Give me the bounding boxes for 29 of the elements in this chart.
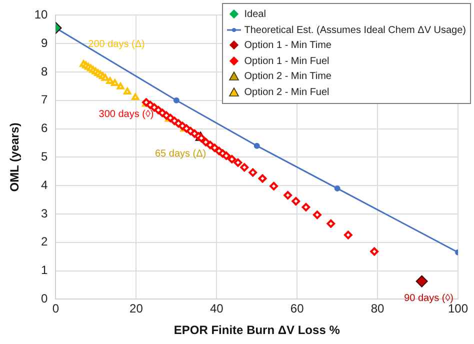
x-tick-label: 100 xyxy=(448,302,468,316)
y-tick-label: 2 xyxy=(41,234,48,249)
x-tick-label: 0 xyxy=(52,302,60,316)
legend-label: Option 2 - Min Fuel xyxy=(244,86,330,98)
legend-label: Option 2 - Min Time xyxy=(244,71,332,82)
y-tick-label: 8 xyxy=(41,64,48,78)
legend-label: Ideal xyxy=(244,9,266,20)
x-tick-label: 80 xyxy=(370,302,385,316)
annotation: 65 days (Δ) xyxy=(154,148,206,160)
x-tick-label: 60 xyxy=(290,302,304,316)
y-tick-label: 6 xyxy=(41,121,48,136)
x-axis-title: EPOR Finite Burn ΔV Loss % xyxy=(174,323,340,338)
y-tick-label: 4 xyxy=(41,178,48,192)
annotation: 200 days (Δ) xyxy=(88,39,145,50)
legend-label: Theoretical Est. (Assumes Ideal Chem ΔV Usage) xyxy=(244,24,466,36)
y-tick-label: 1 xyxy=(41,263,48,278)
x-tick-label: 40 xyxy=(210,302,224,316)
y-tick-label: 0 xyxy=(41,292,48,306)
y-tick-label: 10 xyxy=(34,8,48,22)
y-axis-title: OML (years) xyxy=(8,122,22,192)
y-tick-label: 5 xyxy=(41,150,48,164)
y-tick-label: 9 xyxy=(41,36,48,50)
legend-label: Option 1 - Min Fuel xyxy=(244,56,330,66)
legend-label: Option 1 - Min Time xyxy=(244,40,332,51)
y-tick-label: 7 xyxy=(41,92,48,107)
annotation: 90 days (◊) xyxy=(404,293,454,304)
y-tick-label: 3 xyxy=(41,206,48,220)
x-tick-label: 20 xyxy=(130,302,144,316)
annotation: 300 days (◊) xyxy=(98,109,154,120)
